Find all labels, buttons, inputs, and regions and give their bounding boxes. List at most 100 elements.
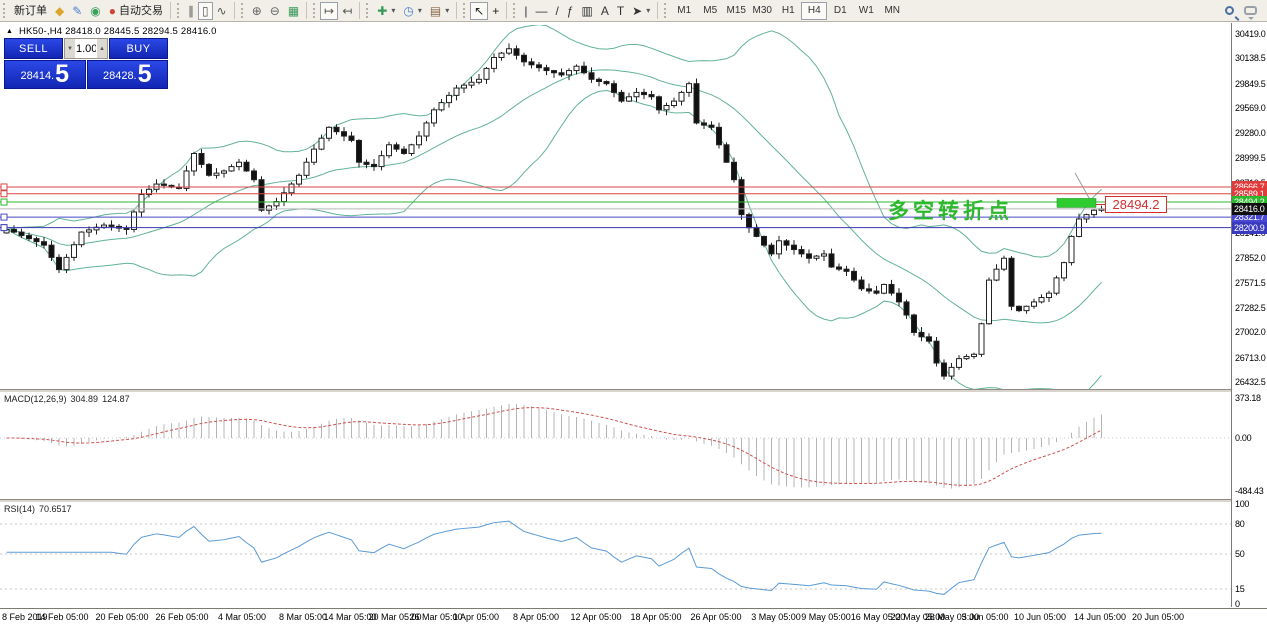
trendline-icon[interactable]: / (551, 2, 562, 20)
timeframe-d1-button[interactable]: D1 (827, 2, 853, 20)
time-label: 12 Apr 05:00 (570, 612, 622, 622)
fibonacci-icon[interactable]: ƒ (563, 2, 578, 20)
autotrading-glyph: ● (108, 3, 117, 18)
arrows-tool-glyph: ➤ (632, 3, 643, 18)
timeframe-h1-button[interactable]: H1 (775, 2, 801, 20)
tile-windows-icon-glyph: ▦ (287, 3, 300, 18)
signals-icon[interactable]: ◉ (86, 2, 104, 20)
time-label: 16 May 05:00 (850, 612, 906, 622)
rsi-tick: 80 (1235, 519, 1245, 529)
dropdown-arrow-icon: ▾ (445, 5, 450, 15)
zoom-in-icon-glyph: ⊕ (251, 3, 262, 18)
timeframe-h4-button[interactable]: H4 (801, 1, 828, 20)
volume-increase-button[interactable]: ▲ (97, 39, 107, 58)
main-chart-pane: ▲ HK50-,H4 28418.0 28445.5 28294.5 28416… (0, 23, 1231, 389)
auto-scroll-icon[interactable]: ↦ (320, 1, 339, 20)
autotrading-button[interactable]: ● 自动交易 (105, 2, 167, 20)
new-order-button[interactable]: 新订单 (10, 2, 51, 20)
tile-windows-icon[interactable]: ▦ (284, 2, 303, 20)
timeframe-m30-button[interactable]: M30 (749, 2, 775, 20)
autotrading-button-label: 自动交易 (119, 4, 164, 17)
horizontal-line-icon-glyph: — (535, 3, 548, 18)
toolbar-separator (233, 2, 235, 19)
zoom-out-icon[interactable]: ⊖ (266, 2, 284, 20)
fibonacci-icon-glyph: ƒ (566, 3, 574, 18)
macd-histogram (13, 403, 1102, 489)
annotation-connector-line (1096, 204, 1105, 205)
volume-input[interactable] (75, 39, 97, 58)
toolbar-separator (456, 2, 458, 19)
annotation-price-label[interactable]: 28494.2 (1105, 196, 1167, 213)
buy-price-button[interactable]: 28428. 5 (86, 60, 168, 89)
metaeditor-icon[interactable]: ✎ (68, 2, 86, 20)
price-tick: 27002.0 (1235, 327, 1266, 338)
vertical-line-icon[interactable]: | (520, 2, 531, 20)
time-label: 18 Apr 05:00 (630, 612, 682, 622)
sell-price-button[interactable]: 28414. 5 (4, 60, 86, 89)
cursor-icon[interactable]: ↖ (470, 1, 489, 20)
line-chart-icon[interactable]: ∿ (213, 2, 231, 20)
price-tick: 28999.5 (1235, 152, 1266, 163)
timeframe-w1-button[interactable]: W1 (853, 2, 879, 20)
periods-glyph: ◷ (403, 3, 414, 18)
price-tick: 30419.0 (1235, 29, 1266, 39)
templates-button[interactable]: ▤ ▾ (426, 2, 453, 20)
price-tick: 26713.0 (1235, 352, 1266, 363)
new-order-button-label: 新订单 (14, 4, 47, 17)
toolbar-separator (170, 2, 172, 19)
search-icon[interactable] (1225, 6, 1234, 15)
chart-shift-icon[interactable]: ↤ (338, 2, 356, 20)
toolbar-separator (306, 2, 308, 19)
vertical-line-icon-glyph: | (524, 3, 528, 18)
annotation-highlight-rect[interactable] (1056, 198, 1097, 208)
time-label: 4 Mar 05:00 (217, 612, 267, 622)
pane-splitter[interactable] (0, 389, 1267, 392)
sell-button[interactable]: SELL (4, 38, 63, 59)
dropdown-arrow-icon: ▾ (417, 5, 422, 15)
rsi-label: RSI(14) 70.6517 (4, 504, 76, 514)
time-axis[interactable]: 8 Feb 2019 14 Feb 05:00 20 Feb 05:00 26 Feb… (0, 608, 1267, 625)
timeframe-mn-button[interactable]: MN (879, 2, 905, 20)
label-icon[interactable]: T (613, 2, 628, 20)
arrows-tool-button[interactable]: ➤ ▾ (628, 2, 654, 20)
indicators-button[interactable]: ✚ ▾ (373, 2, 399, 20)
chart-symbol-period: HK50-,H4 (18, 26, 63, 37)
timeframe-m5-button[interactable]: M5 (697, 2, 723, 20)
chat-icon[interactable] (1244, 6, 1257, 20)
timeframe-m15-button[interactable]: M15 (723, 2, 749, 20)
channel-icon[interactable]: ▥ (577, 2, 596, 20)
collapse-marker-icon[interactable]: ▲ (6, 28, 14, 35)
time-label: 8 Apr 05:00 (512, 612, 560, 622)
horizontal-lines[interactable] (0, 183, 1231, 232)
toolbar-grip (366, 3, 369, 18)
pane-splitter[interactable] (0, 499, 1267, 502)
cursor-icon-glyph: ↖ (474, 3, 485, 18)
text-icon[interactable]: A (597, 2, 613, 20)
toolbar-grip (3, 3, 6, 18)
sell-price-small: 28414. (20, 70, 55, 82)
annotation-text[interactable]: 多空转折点 (888, 199, 1013, 223)
chart-window: ▲ HK50-,H4 28418.0 28445.5 28294.5 28416… (0, 23, 1267, 625)
price-tag-28416.0: 28416.0 (1232, 202, 1267, 215)
candlestick-chart-icon[interactable]: ▯ (198, 1, 213, 20)
crosshair-icon[interactable]: + (488, 2, 503, 20)
volume-decrease-button[interactable]: ▼ (65, 39, 75, 58)
periods-button[interactable]: ◷ ▾ (399, 2, 426, 20)
chart-profiles-icon[interactable]: ◆ (51, 2, 68, 20)
price-tick: 26432.5 (1235, 377, 1266, 387)
metaeditor-icon-glyph: ✎ (72, 3, 83, 18)
chart-shift-icon-glyph: ↤ (342, 3, 353, 18)
zoom-in-icon[interactable]: ⊕ (248, 2, 266, 20)
time-label: 1 Apr 05:00 (452, 612, 500, 622)
bar-chart-icon[interactable]: ∥ (184, 2, 198, 20)
toolbar-grip (177, 3, 180, 18)
time-label: 28 May 05:00 (924, 612, 980, 622)
bollinger-bands (6, 25, 1102, 389)
templates-glyph: ▤ (429, 3, 442, 18)
price-axis[interactable]: 30419.0 30138.5 29849.5 29569.0 29280.0 28999… (1231, 23, 1267, 609)
toolbar: 新订单 ◆ ✎ ◉ ● 自动交易 ∥ ▯ ∿ ⊕ ⊖ ▦ ↦ ↤ ✚ ▾ ◷ ▾ ▤ ▾ ↖ + | — / ƒ ▥ A T ➤ ▾ M1 M5… (0, 0, 1267, 22)
buy-button[interactable]: BUY (109, 38, 168, 59)
buy-price-small: 28428. (102, 70, 137, 82)
timeframe-m1-button[interactable]: M1 (671, 2, 697, 20)
horizontal-line-icon[interactable]: — (531, 2, 551, 20)
